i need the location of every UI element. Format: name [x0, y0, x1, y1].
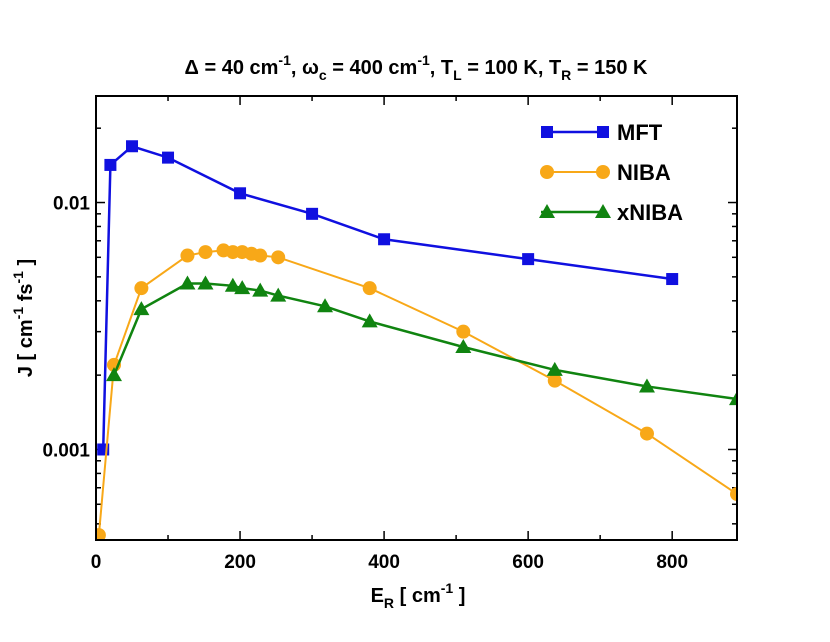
series-xniba — [106, 275, 737, 406]
series-mft — [97, 140, 679, 456]
data-point-xniba — [455, 339, 472, 354]
legend-marker-niba — [540, 165, 554, 179]
data-point-mft — [522, 253, 535, 266]
axis-ticks: 0 200 400 600 800 0.001 0.01 — [42, 96, 737, 573]
series-line-niba — [97, 249, 737, 536]
data-point-mft — [666, 273, 679, 286]
data-point-niba — [639, 426, 654, 441]
legend-label-mft: MFT — [617, 120, 663, 145]
series-line-xniba — [112, 282, 737, 401]
x-tick-label: 0 — [91, 552, 102, 573]
data-point-mft — [126, 140, 139, 153]
data-point-niba — [456, 324, 471, 339]
data-point-xniba — [234, 280, 251, 295]
series-line-mft — [101, 144, 673, 450]
data-point-xniba — [106, 367, 123, 382]
data-point-mft — [104, 158, 117, 171]
legend: MFT NIBA xNIBA — [539, 120, 683, 225]
legend-label-xniba: xNIBA — [617, 200, 683, 225]
legend-marker-mft — [541, 126, 553, 138]
data-point-xniba — [224, 277, 241, 292]
chart-title: Δ = 40 cm-1, ωc = 400 cm-1, TL = 100 K, … — [185, 52, 648, 83]
data-point-niba — [198, 245, 213, 260]
legend-marker-xniba — [539, 204, 555, 218]
data-point-mft — [162, 151, 175, 164]
data-point-mft — [306, 207, 319, 220]
data-point-niba — [730, 487, 737, 502]
data-point-xniba — [252, 282, 269, 297]
data-point-niba — [253, 248, 268, 263]
legend-marker-niba — [596, 165, 610, 179]
plot-series — [96, 140, 737, 540]
x-tick-label: 400 — [368, 552, 400, 573]
data-point-mft — [234, 187, 247, 200]
data-point-niba — [547, 373, 562, 388]
data-point-xniba — [317, 298, 334, 313]
legend-marker-mft — [597, 126, 609, 138]
data-point-xniba — [729, 391, 737, 406]
data-point-xniba — [638, 378, 655, 393]
y-axis-label: J [ cm-1 fs-1 ] — [10, 259, 37, 377]
data-point-xniba — [546, 361, 563, 376]
data-point-xniba — [197, 275, 214, 290]
data-point-xniba — [361, 313, 378, 328]
plot-frame — [95, 95, 738, 541]
data-point-niba — [271, 250, 286, 265]
x-tick-label: 600 — [512, 552, 544, 573]
y-tick-label: 0.001 — [42, 440, 90, 461]
data-point-niba — [96, 528, 106, 540]
data-point-niba — [362, 281, 377, 296]
data-point-xniba — [179, 275, 196, 290]
x-axis-label: ER [ cm-1 ] — [371, 580, 466, 611]
data-point-mft — [378, 233, 391, 246]
data-point-niba — [134, 281, 149, 296]
data-point-niba — [180, 248, 195, 263]
y-tick-label: 0.01 — [53, 194, 90, 215]
series-niba — [96, 243, 737, 540]
x-tick-label: 200 — [224, 552, 256, 573]
data-point-xniba — [270, 287, 287, 302]
x-tick-label: 800 — [656, 552, 688, 573]
data-point-xniba — [133, 301, 150, 316]
legend-marker-xniba — [595, 204, 611, 218]
legend-label-niba: NIBA — [617, 160, 671, 185]
